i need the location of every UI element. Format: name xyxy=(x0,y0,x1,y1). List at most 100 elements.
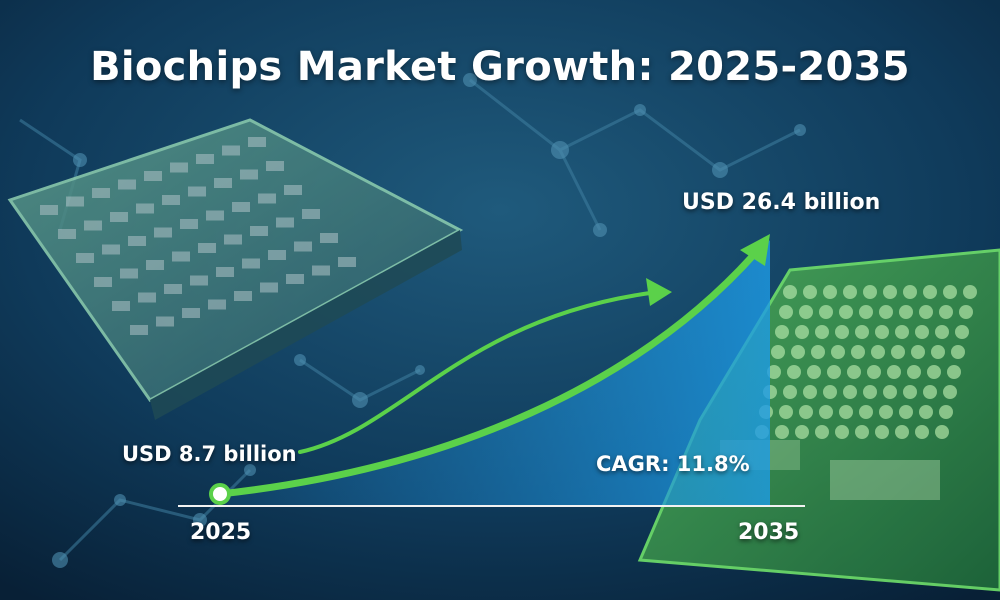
chip-well xyxy=(927,365,941,379)
chart-title: Biochips Market Growth: 2025-2035 xyxy=(90,44,910,90)
chip-cell xyxy=(170,162,188,173)
chip-cell xyxy=(58,229,76,239)
chip-well xyxy=(839,405,853,419)
chip-cell xyxy=(130,325,148,335)
chip-well xyxy=(951,345,965,359)
chip-well xyxy=(819,305,833,319)
chip-cell xyxy=(154,227,172,238)
chip-well xyxy=(963,285,977,299)
chip-well xyxy=(959,305,973,319)
chip-cell xyxy=(250,226,268,236)
chip-well xyxy=(883,385,897,399)
chip-cell xyxy=(94,277,112,287)
x-tick-2025: 2025 xyxy=(190,520,252,545)
chip-cell xyxy=(180,219,198,229)
chip-cell xyxy=(76,253,94,263)
chip-well xyxy=(883,285,897,299)
chip-cell xyxy=(222,145,240,156)
chip-well xyxy=(955,325,969,339)
chip-well xyxy=(775,325,789,339)
chip-well xyxy=(839,305,853,319)
chip-well xyxy=(823,285,837,299)
chip-cell xyxy=(240,169,258,180)
chip-cell xyxy=(216,267,234,277)
chip-well xyxy=(855,325,869,339)
secondary-arrow-head xyxy=(646,278,672,306)
chip-well xyxy=(879,405,893,419)
chip-cell xyxy=(302,209,320,219)
chip-cell xyxy=(146,260,164,270)
data-point-2025 xyxy=(209,483,231,505)
chip-well xyxy=(919,405,933,419)
chip-cell xyxy=(136,203,154,214)
chip-cell xyxy=(320,233,338,243)
secondary-growth-arrow xyxy=(298,291,652,454)
chip-well xyxy=(899,405,913,419)
chip-well xyxy=(795,425,809,439)
chip-cell xyxy=(162,195,180,205)
chip-well xyxy=(815,325,829,339)
chip-well xyxy=(855,425,869,439)
chip-cell xyxy=(266,161,284,171)
chip-cell xyxy=(268,250,286,260)
chip-well xyxy=(827,365,841,379)
chip-well xyxy=(931,345,945,359)
chip-cell xyxy=(294,241,312,252)
chip-well xyxy=(891,345,905,359)
chip-well xyxy=(823,385,837,399)
chip-cell xyxy=(138,292,156,303)
chip-cell xyxy=(248,137,266,147)
chip-cell xyxy=(118,179,136,190)
chip-well xyxy=(779,305,793,319)
chip-well xyxy=(791,345,805,359)
chip-well xyxy=(895,425,909,439)
chip-cell xyxy=(196,154,214,164)
chip-cell xyxy=(172,251,190,262)
chip-well xyxy=(767,365,781,379)
chip-well xyxy=(903,285,917,299)
chip-well xyxy=(803,285,817,299)
chip-cell xyxy=(110,212,128,222)
chip-cell xyxy=(224,234,242,245)
chip-well xyxy=(879,305,893,319)
chip-cell xyxy=(234,291,252,301)
chip-cell xyxy=(338,257,356,267)
chip-well xyxy=(935,425,949,439)
chip-well xyxy=(851,345,865,359)
chip-cell xyxy=(66,196,84,207)
chip-well xyxy=(807,365,821,379)
chip-cell xyxy=(260,282,278,293)
chip-well xyxy=(815,425,829,439)
chip-well xyxy=(939,305,953,319)
chip-cell xyxy=(156,316,174,327)
chip-cell xyxy=(188,186,206,197)
chip-well xyxy=(899,305,913,319)
chip-well xyxy=(935,325,949,339)
chip-well xyxy=(887,365,901,379)
cagr-label: CAGR: 11.8% xyxy=(596,452,750,476)
chip-well xyxy=(843,385,857,399)
chip-well xyxy=(919,305,933,319)
chip-cell xyxy=(286,274,304,284)
chip-cell xyxy=(40,205,58,215)
chip-cell xyxy=(198,243,216,253)
chip-well xyxy=(811,345,825,359)
chip-cell xyxy=(276,217,294,228)
chip-cell xyxy=(164,284,182,294)
end-value-label: USD 26.4 billion xyxy=(682,190,881,215)
biochip-left xyxy=(7,118,464,420)
chip-cell xyxy=(182,308,200,318)
chip-well xyxy=(903,385,917,399)
molecule-nodes xyxy=(52,73,806,568)
chip-well xyxy=(843,285,857,299)
chip-well xyxy=(943,285,957,299)
chip-well xyxy=(783,385,797,399)
chip-cell xyxy=(232,202,250,212)
chip-well xyxy=(771,345,785,359)
chip-well xyxy=(923,285,937,299)
chip-well xyxy=(943,385,957,399)
chip-well xyxy=(895,325,909,339)
growth-arrow-head xyxy=(740,234,770,266)
